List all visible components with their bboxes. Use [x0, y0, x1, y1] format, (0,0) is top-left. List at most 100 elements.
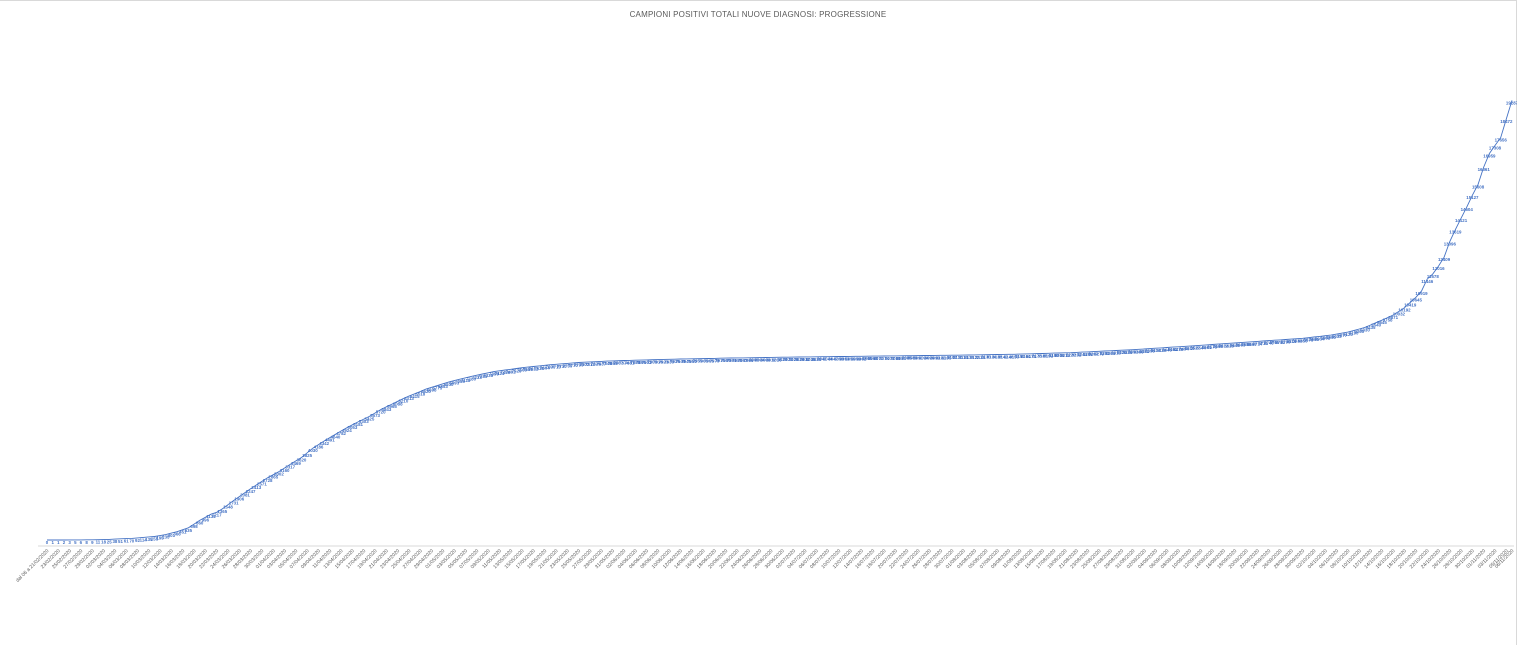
data-label: 8315 — [1111, 351, 1121, 356]
data-label: 7984 — [727, 358, 737, 363]
data-label: 8612 — [1219, 344, 1229, 349]
data-label: 8494 — [1179, 346, 1189, 351]
data-label: 8035 — [806, 357, 816, 362]
data-label: 8 — [85, 540, 88, 545]
data-label: 6313 — [404, 396, 414, 401]
data-label: 17308 — [1489, 146, 1502, 151]
data-label: 8020 — [777, 357, 787, 362]
data-label: 7888 — [630, 360, 640, 365]
data-label: 7923 — [659, 359, 669, 364]
data-label: 8004 — [755, 358, 765, 363]
data-label: 6853 — [438, 384, 448, 389]
data-label: 8164 — [1021, 354, 1031, 359]
x-axis-ticks: dal 06 a 21/02/202023/02/202025/02/20202… — [15, 548, 1516, 584]
data-label: 7860 — [608, 361, 618, 366]
data-label: 8629 — [1224, 343, 1234, 348]
data-label: 2413 — [251, 485, 261, 490]
data-label: 8697 — [1247, 342, 1257, 347]
data-label: 1 — [57, 540, 60, 545]
data-label: 8906 — [1309, 337, 1319, 342]
data-label: 18472 — [1500, 119, 1513, 124]
data-label: 8126 — [975, 355, 985, 360]
data-label: 8291 — [1100, 351, 1110, 356]
data-label: 8178 — [1032, 354, 1042, 359]
data-label: 860 — [196, 520, 204, 525]
data-label: 8023 — [783, 357, 793, 362]
data-label: 7970 — [710, 358, 720, 363]
data-label: 10419 — [1404, 303, 1417, 308]
data-label: 12409 — [1438, 257, 1451, 262]
data-label: 9190 — [1349, 331, 1359, 336]
data-label: 8382 — [1139, 349, 1149, 354]
data-label: 8065 — [862, 356, 872, 361]
data-label: 7802 — [580, 362, 590, 367]
series-line — [47, 100, 1513, 541]
data-label: 8782 — [1275, 340, 1285, 345]
data-label: 7996 — [744, 358, 754, 363]
data-label: 1 — [51, 540, 54, 545]
data-label: 7848 — [602, 361, 612, 366]
data-label: 8646 — [1230, 343, 1240, 348]
data-label: 3002 — [274, 472, 284, 477]
data-label: 9260 — [1354, 329, 1364, 334]
data-label: 996 — [202, 517, 210, 522]
data-label: 6930 — [444, 382, 454, 387]
data-label: 8050 — [834, 357, 844, 362]
data-label: 8029 — [794, 357, 804, 362]
data-label: 8816 — [1287, 339, 1297, 344]
data-label: 8850 — [1298, 338, 1308, 343]
data-label: 114 — [140, 537, 148, 542]
data-label: 7180 — [466, 376, 476, 381]
data-label: 8462 — [1168, 347, 1178, 352]
data-label: 7945 — [681, 359, 691, 364]
data-label: 9871 — [1388, 315, 1398, 320]
data-label: 8206 — [1055, 353, 1065, 358]
data-label: 8107 — [947, 355, 957, 360]
data-label: 7055 — [455, 379, 465, 384]
data-label: 4640 — [331, 434, 341, 439]
data-label: 8134 — [987, 355, 997, 360]
data-label: 7390 — [489, 372, 499, 377]
data-label: 13619 — [1449, 230, 1462, 235]
data-label: 9435 — [1366, 325, 1376, 330]
data-label: 1132 — [206, 514, 216, 519]
data-label: 7965 — [704, 359, 714, 364]
data-label: 6210 — [399, 399, 409, 404]
data-label: 14604 — [1461, 207, 1474, 212]
data-label: 8026 — [789, 357, 799, 362]
data-label: 8578 — [1207, 345, 1217, 350]
data-label: 5965 — [387, 404, 397, 409]
data-label: 0 — [46, 540, 49, 545]
data-label: 8765 — [1270, 340, 1280, 345]
data-label: 5843 — [382, 407, 392, 412]
data-label: 17656 — [1495, 138, 1508, 143]
data-label: 8047 — [828, 357, 838, 362]
data-label: 8714 — [1253, 341, 1263, 346]
data-label: 8099 — [930, 355, 940, 360]
data-label: 4491 — [325, 438, 335, 443]
data-label: 9077 — [1337, 333, 1347, 338]
data-label: 7285 — [478, 374, 488, 379]
data-label: 8267 — [1089, 352, 1099, 357]
data-label: 8157 — [1015, 354, 1025, 359]
data-label: 25 — [107, 539, 112, 544]
data-label: 7710 — [551, 364, 561, 369]
data-label: 3317 — [285, 464, 295, 469]
data-label: 1906 — [234, 497, 244, 502]
data-label: 7950 — [687, 359, 697, 364]
data-label: 8350 — [1128, 350, 1138, 355]
chart-title: CAMPIONI POSITIVI TOTALI NUOVE DIAGNOSI:… — [629, 10, 887, 19]
data-label: 7560 — [517, 368, 527, 373]
data-label: 4186 — [314, 445, 324, 450]
data-label: 6415 — [410, 394, 420, 399]
data-label: 5 — [74, 540, 77, 545]
data-label: 2865 — [268, 475, 278, 480]
data-label: 8074 — [879, 356, 889, 361]
data-label: 7881 — [625, 360, 635, 365]
data-label: 9120 — [1343, 332, 1353, 337]
data-label: 8110 — [953, 355, 963, 360]
data-label: 13096 — [1444, 242, 1457, 247]
data-label: 7233 — [472, 375, 482, 380]
data-label: 7825 — [591, 362, 601, 367]
data-label: 51 — [118, 539, 123, 544]
